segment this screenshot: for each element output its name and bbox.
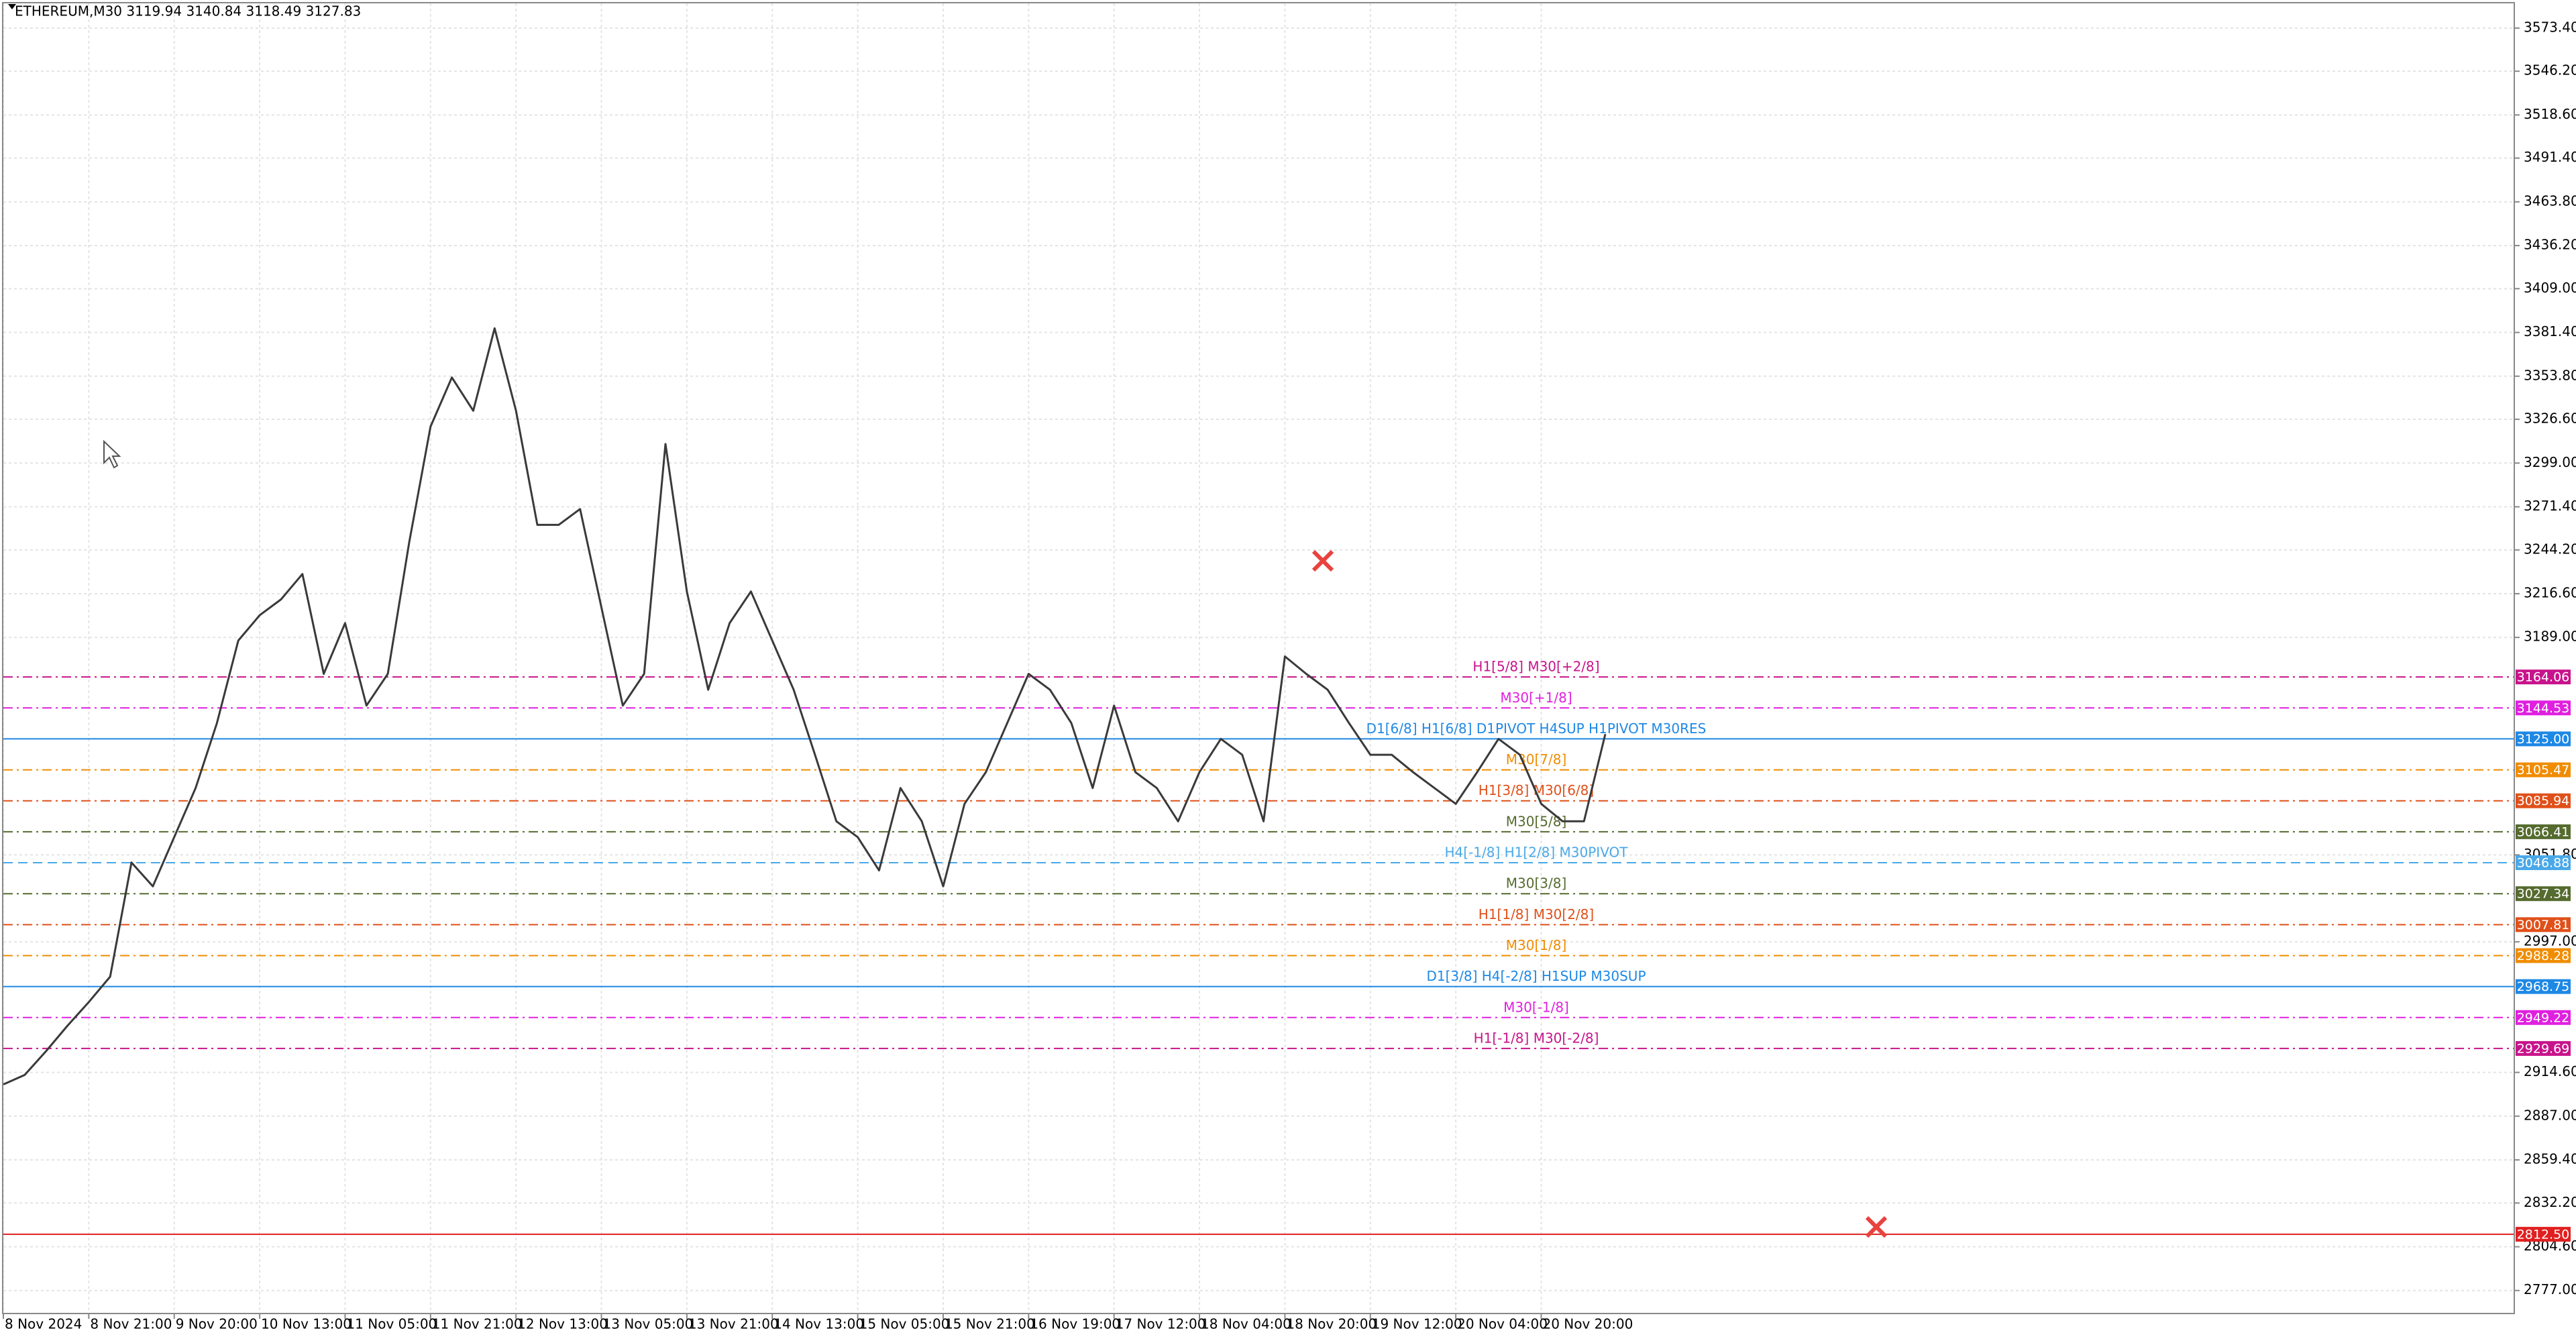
- y-tick-label: 3326.60: [2524, 411, 2576, 427]
- price-tag: [2516, 979, 2571, 994]
- y-tick-label: 3436.20: [2524, 237, 2576, 253]
- level-label: H1[1/8] M30[2/8]: [1479, 906, 1594, 922]
- price-tag-label: 3007.81: [2517, 918, 2570, 932]
- x-tick-label: 11 Nov 21:00: [432, 1316, 523, 1332]
- price-tag-label: 3164.06: [2517, 670, 2570, 685]
- price-tag-label: 3144.53: [2517, 701, 2570, 716]
- level-label: D1[6/8] H1[6/8] D1PIVOT H4SUP H1PIVOT M3…: [1366, 720, 1707, 737]
- price-tag-label: 3066.41: [2517, 824, 2570, 839]
- x-tick-label: 16 Nov 19:00: [1030, 1316, 1120, 1332]
- price-tag: [2516, 793, 2571, 808]
- price-tag: [2516, 1040, 2571, 1056]
- x-tick-label: 13 Nov 21:00: [688, 1316, 779, 1332]
- level-label: M30[1/8]: [1506, 937, 1567, 953]
- y-tick-label: 3353.80: [2524, 367, 2576, 383]
- x-tick-label: 18 Nov 04:00: [1201, 1316, 1291, 1332]
- level-label: M30[-1/8]: [1503, 999, 1569, 1015]
- x-tick-label: 9 Nov 20:00: [176, 1316, 258, 1332]
- price-tag-label: 2929.69: [2517, 1041, 2570, 1056]
- y-tick-label: 2832.20: [2524, 1194, 2576, 1210]
- price-tag: [2516, 948, 2571, 963]
- level-label: M30[+1/8]: [1500, 690, 1572, 706]
- x-tick-label: 19 Nov 12:00: [1372, 1316, 1462, 1332]
- marker: [1865, 1216, 1888, 1238]
- y-tick-label: 2859.40: [2524, 1151, 2576, 1167]
- price-tag-label: 2949.22: [2517, 1010, 2570, 1025]
- x-tick-label: 11 Nov 05:00: [346, 1316, 437, 1332]
- y-tick-label: 3189.00: [2524, 629, 2576, 645]
- y-tick-label: 3299.00: [2524, 454, 2576, 470]
- price-tag-label: 3125.00: [2517, 732, 2570, 747]
- level-label: D1[3/8] H4[-2/8] H1SUP M30SUP: [1426, 968, 1646, 984]
- price-tag-label: 3027.34: [2517, 887, 2570, 902]
- price-tag-label: 3046.88: [2517, 856, 2570, 871]
- level-label: H4[-1/8] H1[2/8] M30PIVOT: [1445, 845, 1629, 861]
- y-tick-label: 2914.60: [2524, 1063, 2576, 1079]
- price-tag-label: 3105.47: [2517, 763, 2570, 778]
- price-tag-label: 2812.50: [2517, 1227, 2570, 1242]
- price-tag: [2516, 886, 2571, 902]
- x-tick-label: 20 Nov 20:00: [1542, 1316, 1633, 1332]
- levels: H1[5/8] M30[+2/8] M30[+1/8] D1[6/8] H1[6/8…: [3, 659, 2514, 1235]
- level-label: H1[-1/8] M30[-2/8]: [1474, 1030, 1599, 1046]
- y-tick-label: 3271.40: [2524, 498, 2576, 514]
- y-tick-label: 3409.00: [2524, 280, 2576, 296]
- x-tick-label: 14 Nov 13:00: [773, 1316, 864, 1332]
- y-tick-label: 3381.40: [2524, 323, 2576, 339]
- y-tick-label: 3546.20: [2524, 62, 2576, 78]
- y-tick-label: 3216.60: [2524, 584, 2576, 600]
- x-tick-label: 10 Nov 13:00: [261, 1316, 352, 1332]
- y-tick-label: 3463.80: [2524, 193, 2576, 209]
- price-series: [3, 327, 1607, 1085]
- x-tick-label: 17 Nov 12:00: [1116, 1316, 1206, 1332]
- x-tick-label: 15 Nov 05:00: [859, 1316, 950, 1332]
- y-tick-label: 2997.00: [2524, 932, 2576, 949]
- menu-arrow: [8, 4, 16, 9]
- x-tick-label: 13 Nov 05:00: [603, 1316, 694, 1332]
- y-tick-label: 2887.00: [2524, 1107, 2576, 1123]
- y-tick-label: 2777.00: [2524, 1281, 2576, 1297]
- chart-title: ETHEREUM,M30 3119.94 3140.84 3118.49 312…: [15, 3, 361, 19]
- level-label: M30[5/8]: [1506, 813, 1567, 829]
- marker: [1311, 549, 1334, 572]
- x-tick-label: 18 Nov 20:00: [1286, 1316, 1377, 1332]
- price-tag: [2516, 855, 2571, 871]
- price-tag-label: 2968.75: [2517, 979, 2570, 994]
- price-tag: [2516, 670, 2571, 685]
- price-tag: [2516, 824, 2571, 839]
- price-tag-label: 3085.94: [2517, 794, 2570, 808]
- y-tick-label: 3244.20: [2524, 541, 2576, 557]
- price-tag: [2516, 731, 2571, 747]
- price-tag: [2516, 1010, 2571, 1025]
- level-label: M30[7/8]: [1506, 751, 1567, 767]
- x-tick-label: 8 Nov 2024: [5, 1316, 82, 1332]
- level-label: M30[3/8]: [1506, 875, 1567, 892]
- mouse-cursor: [103, 439, 121, 469]
- price-tag: [2516, 700, 2571, 716]
- y-tick-label: 3518.60: [2524, 106, 2576, 122]
- plot-frame: [2, 2, 2515, 1314]
- x-tick-label: 15 Nov 21:00: [945, 1316, 1035, 1332]
- x-tick-label: 20 Nov 04:00: [1457, 1316, 1548, 1332]
- price-line: [3, 327, 1607, 1085]
- x-tick-label: 8 Nov 21:00: [90, 1316, 172, 1332]
- y-tick-label: 3573.40: [2524, 19, 2576, 35]
- price-tag: [2516, 1226, 2571, 1242]
- price-tag: [2516, 917, 2571, 932]
- price-tag: [2516, 762, 2571, 778]
- price-tag-label: 2988.28: [2517, 949, 2570, 963]
- level-label: H1[5/8] M30[+2/8]: [1472, 659, 1599, 675]
- y-tick-label: 3491.40: [2524, 149, 2576, 165]
- x-tick-label: 12 Nov 13:00: [517, 1316, 608, 1332]
